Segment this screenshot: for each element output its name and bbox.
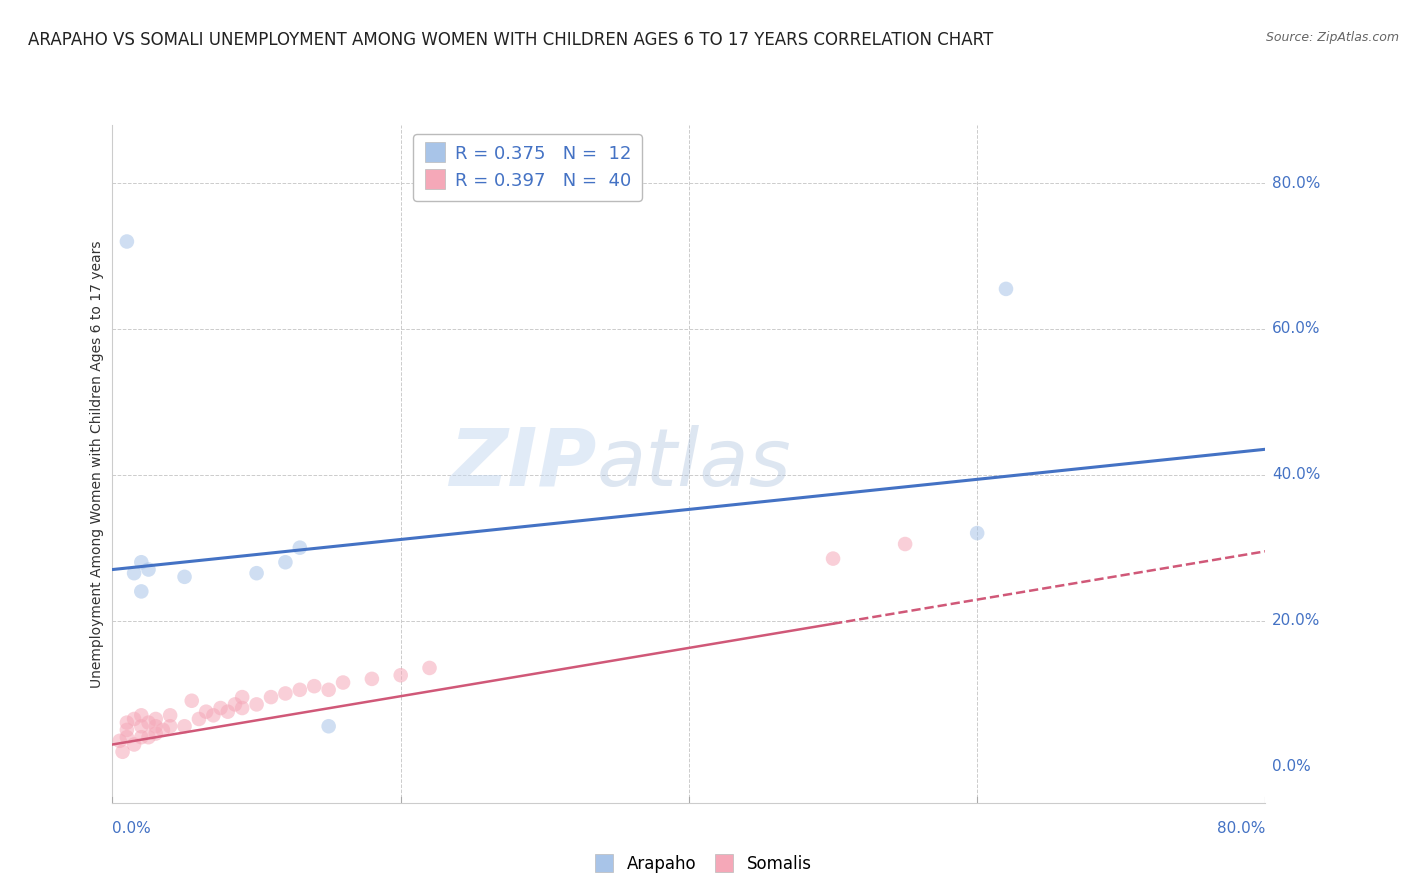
Point bbox=[332, 675, 354, 690]
Point bbox=[202, 708, 225, 723]
Point bbox=[138, 715, 160, 730]
Point bbox=[245, 698, 267, 712]
Legend: Arapaho, Somalis: Arapaho, Somalis bbox=[588, 848, 818, 880]
Point bbox=[188, 712, 211, 726]
Point bbox=[145, 719, 167, 733]
Text: 60.0%: 60.0% bbox=[1272, 321, 1320, 336]
Text: 80.0%: 80.0% bbox=[1272, 176, 1320, 191]
Y-axis label: Unemployment Among Women with Children Ages 6 to 17 years: Unemployment Among Women with Children A… bbox=[90, 240, 104, 688]
Point bbox=[159, 719, 181, 733]
Point bbox=[419, 661, 441, 675]
Point bbox=[180, 694, 202, 708]
Text: 0.0%: 0.0% bbox=[1272, 759, 1310, 774]
Point bbox=[115, 235, 138, 249]
Point bbox=[360, 672, 382, 686]
Point bbox=[274, 686, 297, 700]
Legend: R = 0.375   N =  12, R = 0.397   N =  40: R = 0.375 N = 12, R = 0.397 N = 40 bbox=[413, 134, 643, 201]
Point bbox=[173, 570, 195, 584]
Point bbox=[245, 566, 267, 581]
Text: ARAPAHO VS SOMALI UNEMPLOYMENT AMONG WOMEN WITH CHILDREN AGES 6 TO 17 YEARS CORR: ARAPAHO VS SOMALI UNEMPLOYMENT AMONG WOM… bbox=[28, 31, 994, 49]
Point bbox=[145, 712, 167, 726]
Point bbox=[115, 723, 138, 737]
Point bbox=[217, 705, 239, 719]
Point bbox=[995, 282, 1018, 296]
Point bbox=[129, 730, 153, 744]
Point bbox=[145, 726, 167, 740]
Point bbox=[115, 715, 138, 730]
Point bbox=[224, 698, 246, 712]
Point bbox=[173, 719, 195, 733]
Point bbox=[138, 562, 160, 576]
Point bbox=[195, 705, 218, 719]
Point bbox=[389, 668, 412, 682]
Point bbox=[159, 708, 181, 723]
Point bbox=[821, 551, 844, 566]
Point bbox=[129, 719, 153, 733]
Point bbox=[304, 679, 326, 693]
Point bbox=[129, 584, 153, 599]
Point bbox=[318, 682, 340, 697]
Point bbox=[152, 723, 174, 737]
Point bbox=[122, 566, 145, 581]
Point bbox=[894, 537, 917, 551]
Point bbox=[274, 555, 297, 569]
Point bbox=[209, 701, 232, 715]
Point bbox=[115, 730, 138, 744]
Point bbox=[108, 734, 131, 748]
Text: 40.0%: 40.0% bbox=[1272, 467, 1320, 483]
Text: atlas: atlas bbox=[596, 425, 792, 503]
Text: 20.0%: 20.0% bbox=[1272, 613, 1320, 628]
Point bbox=[122, 712, 145, 726]
Point bbox=[288, 682, 311, 697]
Text: ZIP: ZIP bbox=[450, 425, 596, 503]
Text: Source: ZipAtlas.com: Source: ZipAtlas.com bbox=[1265, 31, 1399, 45]
Point bbox=[129, 555, 153, 569]
Text: 80.0%: 80.0% bbox=[1218, 821, 1265, 836]
Point bbox=[122, 738, 145, 752]
Point bbox=[231, 690, 253, 705]
Text: 0.0%: 0.0% bbox=[112, 821, 152, 836]
Point bbox=[288, 541, 311, 555]
Point bbox=[111, 745, 134, 759]
Point bbox=[138, 730, 160, 744]
Point bbox=[966, 526, 988, 541]
Point bbox=[260, 690, 283, 705]
Point bbox=[318, 719, 340, 733]
Point bbox=[231, 701, 253, 715]
Point bbox=[129, 708, 153, 723]
